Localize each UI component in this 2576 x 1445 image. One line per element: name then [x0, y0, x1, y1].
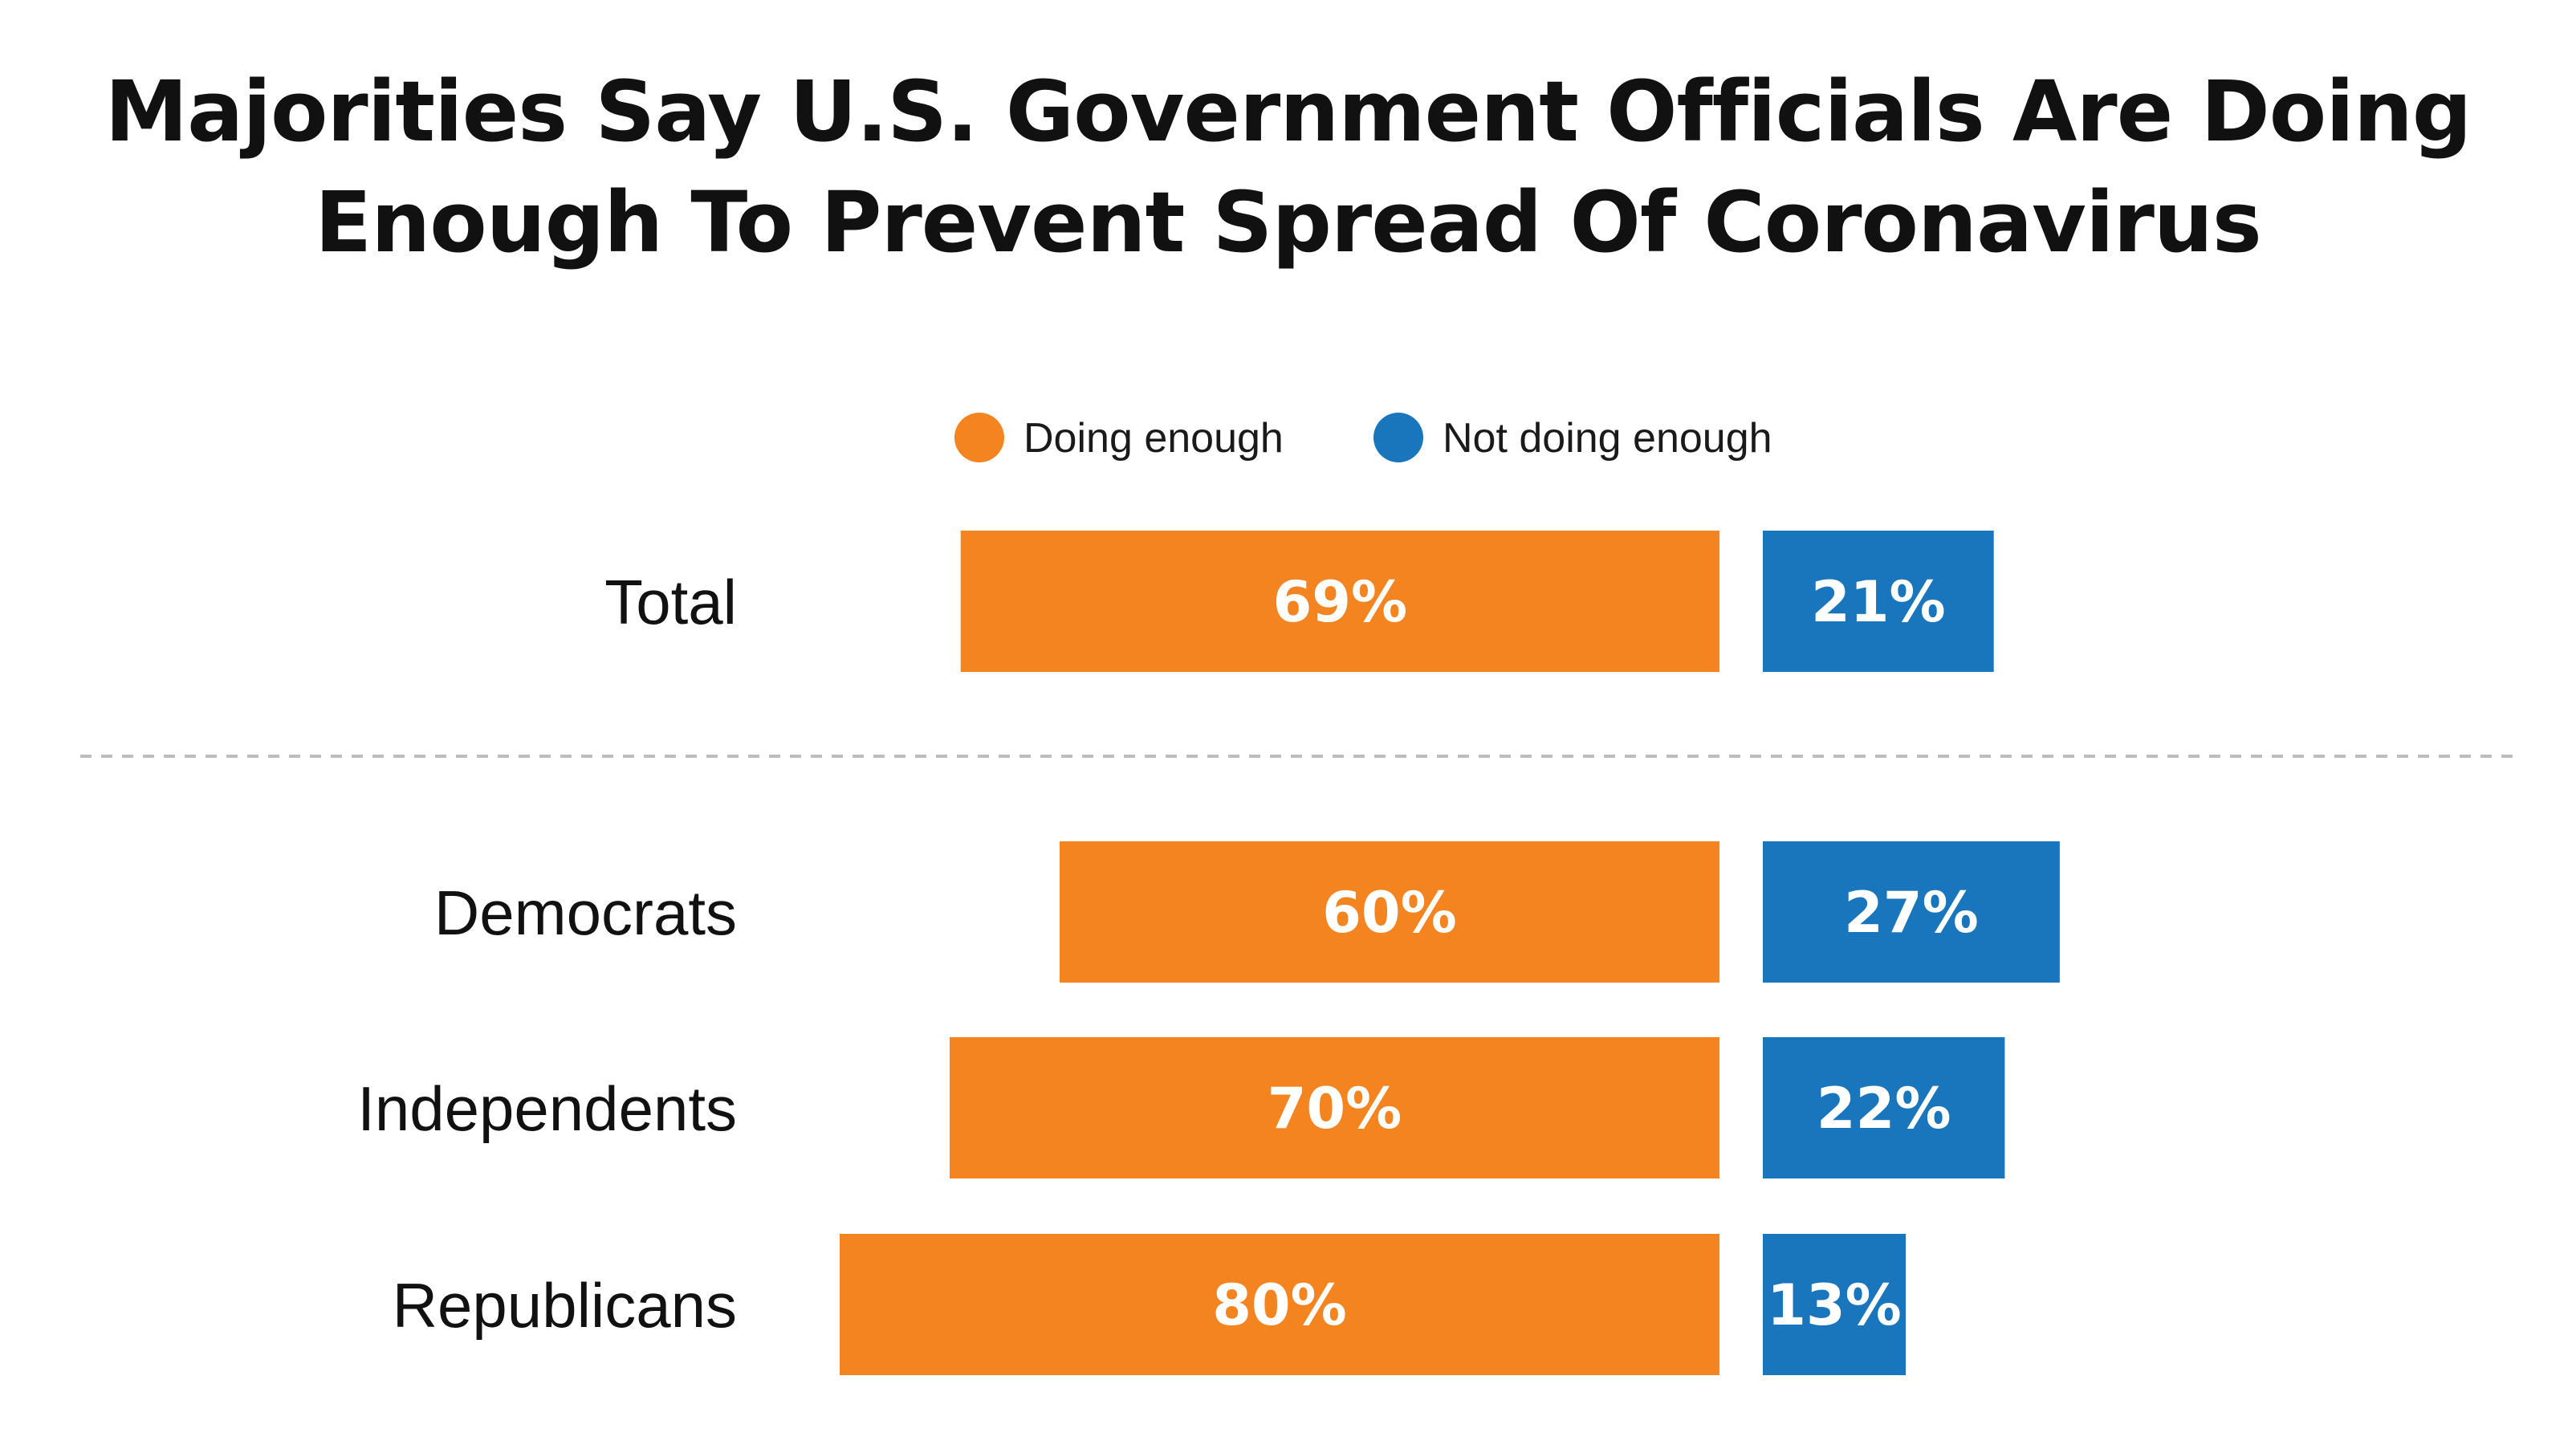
chart-title: Majorities Say U.S. Government Officials…: [0, 56, 2576, 278]
data-label-not-doing-enough-1: 27%: [1844, 880, 1979, 946]
legend: Doing enough Not doing enough: [954, 413, 1772, 462]
data-label-not-doing-enough-3: 13%: [1767, 1272, 1902, 1338]
chart-title-line-1: Majorities Say U.S. Government Officials…: [104, 63, 2472, 161]
data-label-not-doing-enough-2: 22%: [1817, 1076, 1951, 1142]
bar-not-doing-enough-3: [1763, 1234, 1907, 1375]
bar-doing-enough-0: [960, 531, 1719, 672]
data-label-doing-enough-0: 69%: [1273, 569, 1408, 635]
data-label-not-doing-enough-0: 21%: [1811, 569, 1946, 635]
legend-swatch-1: [1373, 413, 1423, 462]
legend-label-1: Not doing enough: [1443, 415, 1772, 462]
bar-doing-enough-1: [1060, 841, 1719, 983]
category-label-2: Independents: [357, 1073, 737, 1144]
category-label-3: Republicans: [393, 1270, 737, 1341]
legend-swatch-0: [954, 413, 1004, 462]
bar-doing-enough-2: [950, 1037, 1719, 1178]
category-label-1: Democrats: [434, 877, 737, 948]
data-label-doing-enough-3: 80%: [1212, 1272, 1347, 1338]
bar-doing-enough-3: [840, 1234, 1719, 1375]
category-label-0: Total: [604, 567, 737, 637]
data-label-doing-enough-1: 60%: [1322, 880, 1457, 946]
chart-title-line-2: Enough To Prevent Spread Of Coronavirus: [315, 173, 2262, 271]
bar-not-doing-enough-1: [1763, 841, 2060, 983]
bar-not-doing-enough-2: [1763, 1037, 2005, 1178]
data-label-doing-enough-2: 70%: [1268, 1076, 1402, 1142]
bars-group: Total 69% 21% Democrats 60% 27% Independents 70…: [357, 531, 2060, 1375]
legend-label-0: Doing enough: [1023, 415, 1284, 462]
bar-not-doing-enough-0: [1763, 531, 1994, 672]
